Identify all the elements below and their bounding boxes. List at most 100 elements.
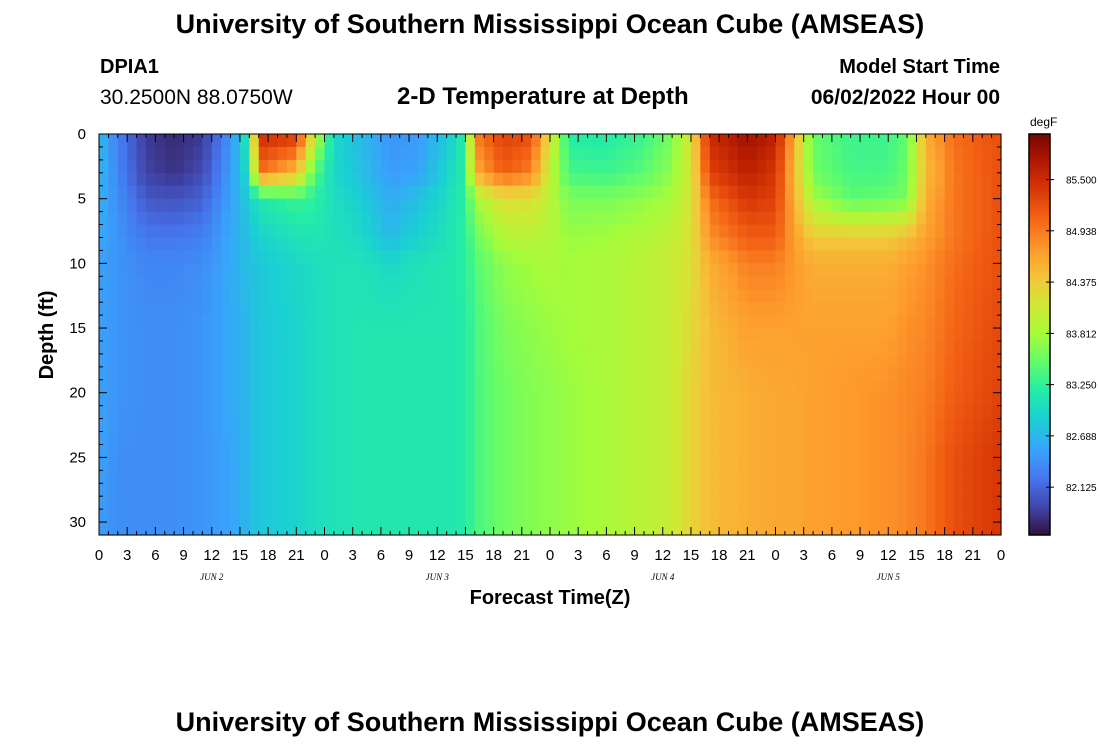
heatmap-cell xyxy=(850,457,861,471)
heatmap-cell xyxy=(935,457,946,471)
heatmap-cell xyxy=(531,340,542,355)
x-tick-label: 3 xyxy=(574,547,582,564)
heatmap-cell xyxy=(775,224,786,239)
heatmap-cell xyxy=(587,444,598,458)
x-tick-label: 6 xyxy=(602,547,610,564)
heatmap-cell xyxy=(145,172,156,187)
heatmap-cell xyxy=(634,328,645,342)
heatmap-cell xyxy=(869,224,880,239)
heatmap-cell xyxy=(841,353,852,368)
heatmap-cell xyxy=(831,237,842,252)
heatmap-cell xyxy=(954,134,965,148)
heatmap-cell xyxy=(878,134,889,148)
heatmap-cell xyxy=(606,198,617,213)
heatmap-cell xyxy=(484,250,495,264)
heatmap-cell xyxy=(662,211,673,226)
heatmap-cell xyxy=(954,237,965,252)
heatmap-cell xyxy=(907,134,918,148)
x-tick-label: 3 xyxy=(800,547,808,564)
heatmap-cell xyxy=(99,418,109,433)
heatmap-cell xyxy=(427,470,438,484)
heatmap-cell xyxy=(127,470,138,484)
heatmap-cell xyxy=(277,392,288,407)
heatmap-cell xyxy=(324,146,335,161)
heatmap-cell xyxy=(136,379,147,394)
heatmap-cell xyxy=(286,392,297,407)
heatmap-cell xyxy=(503,470,514,484)
heatmap-cell xyxy=(831,159,842,174)
heatmap-cell xyxy=(822,237,833,252)
x-tick-label: 18 xyxy=(711,547,728,564)
heatmap-cell xyxy=(634,315,645,329)
heatmap-cell xyxy=(221,328,232,342)
heatmap-cell xyxy=(587,483,598,497)
heatmap-cell xyxy=(559,392,570,407)
heatmap-cell xyxy=(728,496,739,510)
heatmap-cell xyxy=(145,237,156,252)
heatmap-cell xyxy=(653,366,664,381)
heatmap-cell xyxy=(99,146,109,161)
heatmap-cell xyxy=(963,431,974,446)
heatmap-cell xyxy=(841,431,852,446)
heatmap-cell xyxy=(850,418,861,433)
heatmap-cell xyxy=(578,134,589,148)
heatmap-cell xyxy=(286,237,297,252)
heatmap-cell xyxy=(258,159,269,174)
heatmap-cell xyxy=(888,263,899,277)
heatmap-cell xyxy=(991,134,1002,148)
heatmap-cell xyxy=(540,237,551,252)
heatmap-cell xyxy=(268,405,279,420)
heatmap-cell xyxy=(99,431,109,446)
heatmap-cell xyxy=(634,134,645,148)
heatmap-cell xyxy=(794,379,805,394)
heatmap-cell xyxy=(747,340,758,355)
heatmap-cell xyxy=(860,263,871,277)
heatmap-cell xyxy=(456,366,467,381)
heatmap-cell xyxy=(155,198,166,213)
heatmap-cell xyxy=(784,483,795,497)
heatmap-cell xyxy=(841,405,852,420)
heatmap-cell xyxy=(954,315,965,329)
heatmap-cell xyxy=(202,302,213,316)
heatmap-cell xyxy=(465,185,476,200)
heatmap-cell xyxy=(305,379,316,394)
heatmap-cell xyxy=(672,328,683,342)
heatmap-cell xyxy=(362,289,373,303)
heatmap-cell xyxy=(249,159,260,174)
heatmap-cell xyxy=(183,276,194,290)
heatmap-cell xyxy=(202,392,213,407)
heatmap-cell xyxy=(512,276,523,290)
heatmap-cell xyxy=(183,263,194,277)
heatmap-cell xyxy=(296,237,307,252)
heatmap-cell xyxy=(719,405,730,420)
heatmap-cell xyxy=(662,250,673,264)
heatmap-cell xyxy=(418,146,429,161)
heatmap-cell xyxy=(221,211,232,226)
heatmap-cell xyxy=(925,509,936,523)
heatmap-cell xyxy=(681,405,692,420)
heatmap-cell xyxy=(972,444,983,458)
heatmap-cell xyxy=(831,276,842,290)
heatmap-cell xyxy=(249,276,260,290)
heatmap-cell xyxy=(775,276,786,290)
heatmap-cell xyxy=(371,159,382,174)
heatmap-cell xyxy=(568,237,579,252)
heatmap-cell xyxy=(286,146,297,161)
heatmap-cell xyxy=(409,134,420,148)
heatmap-cell xyxy=(850,159,861,174)
heatmap-cell xyxy=(418,444,429,458)
heatmap-cell xyxy=(747,224,758,239)
heatmap-cell xyxy=(371,509,382,523)
heatmap-cell xyxy=(474,198,485,213)
heatmap-cell xyxy=(991,509,1002,523)
heatmap-cell xyxy=(192,496,203,510)
heatmap-cell xyxy=(719,366,730,381)
heatmap-cell xyxy=(944,444,955,458)
heatmap-cell xyxy=(625,250,636,264)
heatmap-cell xyxy=(587,276,598,290)
heatmap-cell xyxy=(127,250,138,264)
heatmap-cell xyxy=(643,431,654,446)
heatmap-cell xyxy=(164,276,175,290)
heatmap-cell xyxy=(362,302,373,316)
heatmap-cell xyxy=(869,353,880,368)
